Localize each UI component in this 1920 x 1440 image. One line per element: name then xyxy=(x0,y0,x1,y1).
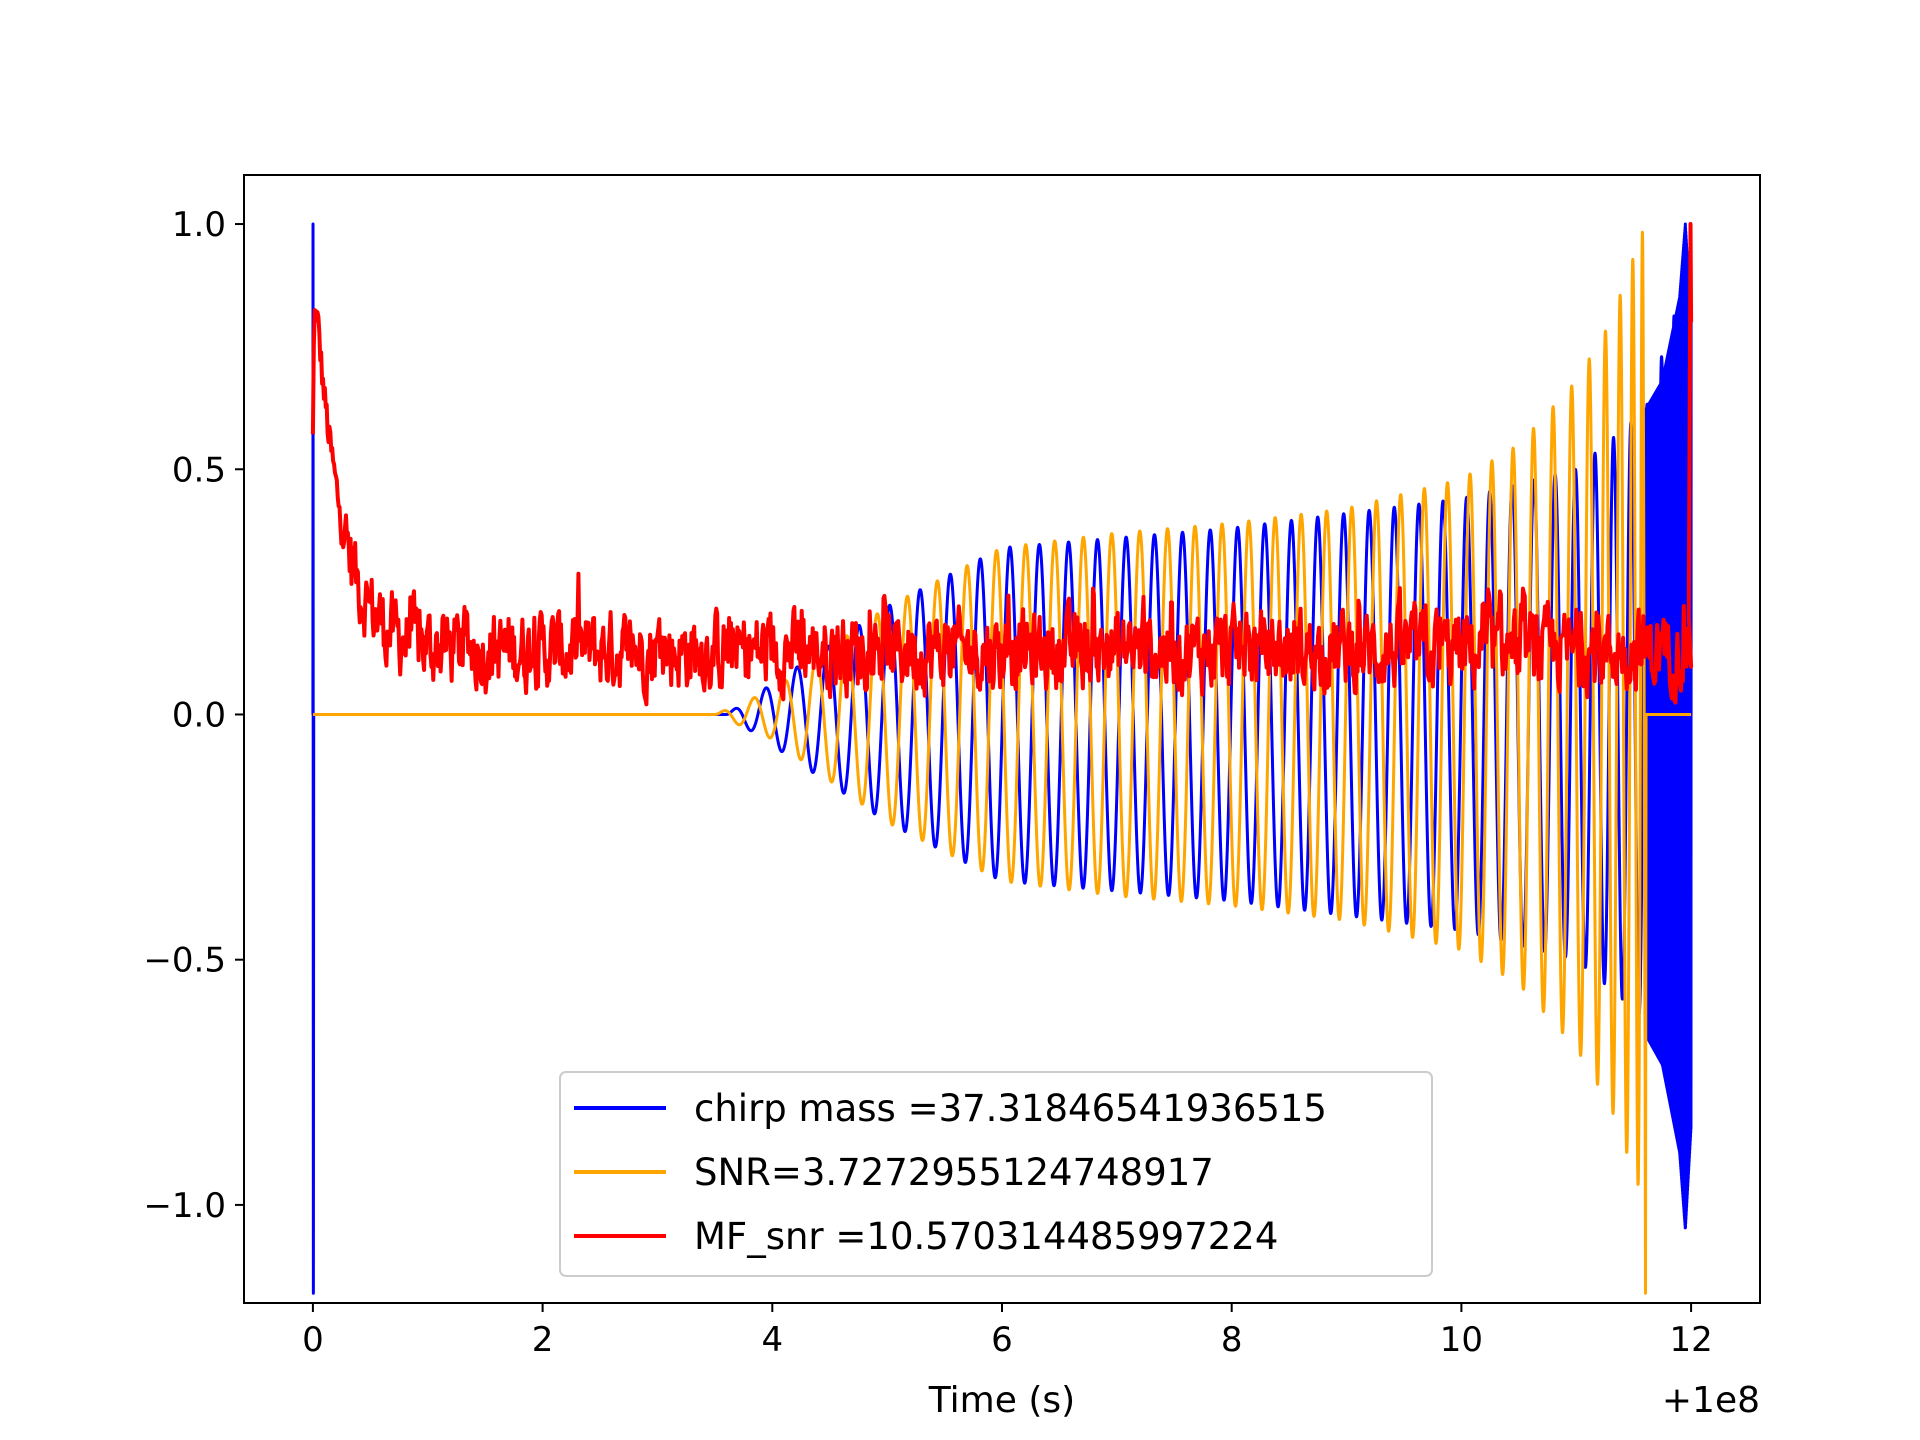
legend-entry: MF_snr =10.570314485997224 xyxy=(694,1215,1278,1258)
y-axis: 1.0 0.5 0.0 −0.5 −1.0 xyxy=(143,205,244,1226)
legend-entry: chirp mass =37.31846541936515 xyxy=(694,1087,1327,1130)
legend-box xyxy=(559,1071,1433,1277)
x-axis-label: Time (s) xyxy=(928,1380,1075,1421)
x-axis: 0 2 4 6 8 10 12 xyxy=(302,1303,1713,1360)
y-tick-label: 0.0 xyxy=(172,695,226,735)
x-tick-label: 6 xyxy=(991,1320,1013,1360)
legend-entry: SNR=3.7272955124748917 xyxy=(694,1151,1214,1194)
y-tick-label: −1.0 xyxy=(143,1186,226,1226)
y-tick-label: −0.5 xyxy=(143,941,226,981)
x-tick-label: 8 xyxy=(1221,1320,1243,1360)
x-tick-label: 4 xyxy=(761,1320,783,1360)
series-line-0 xyxy=(311,222,1693,1295)
series-line-1 xyxy=(312,230,1692,1295)
legend: chirp mass =37.31846541936515 SNR=3.72729… xyxy=(559,1071,1433,1277)
y-tick-label: 0.5 xyxy=(172,450,226,490)
series-layer xyxy=(310,222,1694,1295)
y-tick-label: 1.0 xyxy=(172,205,226,245)
x-axis-offset-label: +1e8 xyxy=(1662,1380,1760,1421)
x-tick-label: 0 xyxy=(302,1320,324,1360)
x-tick-label: 10 xyxy=(1440,1320,1483,1360)
x-tick-label: 2 xyxy=(532,1320,554,1360)
x-tick-label: 12 xyxy=(1669,1320,1712,1360)
series-line-2 xyxy=(310,222,1694,707)
